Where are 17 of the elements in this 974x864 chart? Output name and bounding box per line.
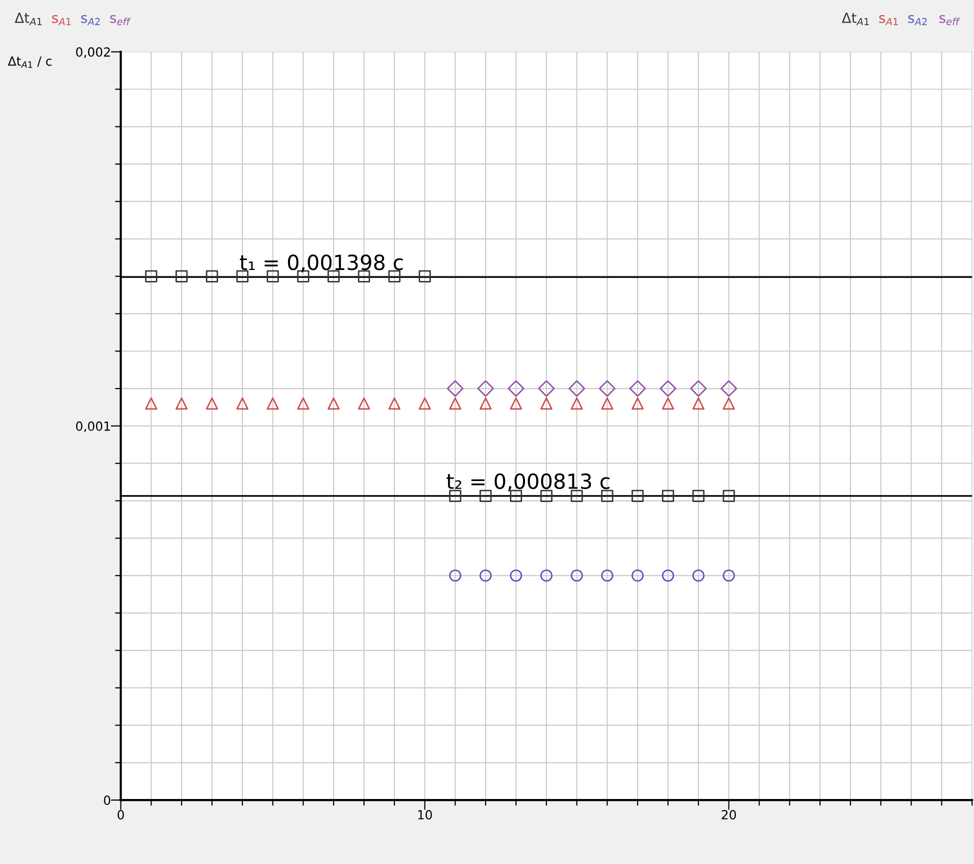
x-tick-label: 0: [118, 810, 124, 820]
y-tick-label: 0,001: [76, 421, 110, 432]
text: Δt$_{A1}$: [14, 12, 42, 26]
text: s$_{A2}$: [81, 15, 100, 26]
text: s$_{eff}$: [110, 15, 131, 26]
y-axis-title: Δt$_{A1}$ / c: [8, 56, 52, 68]
text: s$_{A2}$: [908, 15, 927, 26]
y-tick-label: 0,002: [76, 47, 110, 58]
y-tick-label: 0: [104, 796, 110, 805]
x-tick-label: 10: [418, 810, 432, 820]
text: s$_{eff}$: [939, 15, 960, 26]
text: s$_{A1}$: [52, 15, 71, 26]
annotation: t₂ = 0,000813 c: [446, 473, 610, 492]
x-tick-label: 20: [722, 810, 736, 820]
annotation: t₁ = 0,001398 c: [240, 254, 403, 272]
text: Δt$_{A1}$: [842, 12, 869, 26]
text: s$_{A1}$: [879, 15, 898, 26]
